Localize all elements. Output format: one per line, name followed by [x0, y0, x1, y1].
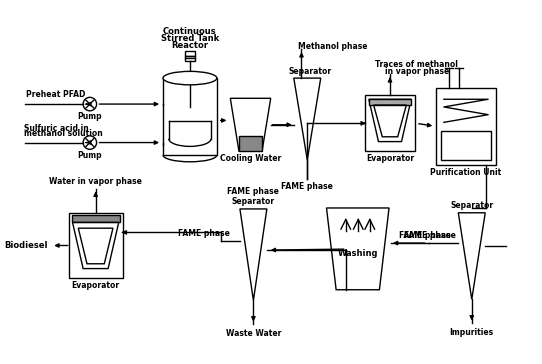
Text: FAME phase: FAME phase — [399, 231, 450, 240]
Text: FAME phase: FAME phase — [403, 231, 455, 240]
Text: Preheat PFAD: Preheat PFAD — [27, 90, 86, 99]
Bar — [441, 131, 491, 160]
Text: Purification Unit: Purification Unit — [430, 168, 502, 177]
Text: Water in vapor phase: Water in vapor phase — [49, 177, 142, 186]
Text: methanol solution: methanol solution — [24, 129, 103, 138]
Polygon shape — [369, 99, 411, 105]
Text: Biodiesel: Biodiesel — [4, 241, 48, 250]
Text: Impurities: Impurities — [450, 328, 494, 337]
Text: Stirred Tank: Stirred Tank — [161, 34, 219, 43]
Text: Methanol phase: Methanol phase — [298, 42, 367, 51]
Text: Pump: Pump — [78, 151, 102, 159]
Bar — [163, 78, 217, 155]
Bar — [436, 88, 496, 165]
Text: Separator: Separator — [450, 201, 493, 210]
Text: Pump: Pump — [78, 112, 102, 121]
Ellipse shape — [163, 71, 217, 85]
Text: Waste Water: Waste Water — [225, 329, 281, 337]
Bar — [72, 215, 120, 222]
Text: Traces of methanol: Traces of methanol — [376, 60, 459, 69]
Text: Sulfuric acid in: Sulfuric acid in — [24, 124, 89, 132]
Text: Separator: Separator — [232, 197, 275, 206]
Circle shape — [83, 97, 96, 111]
Text: Reactor: Reactor — [171, 41, 209, 50]
Text: Washing: Washing — [338, 249, 378, 258]
Circle shape — [83, 136, 96, 149]
Bar — [185, 51, 195, 56]
Text: Continuous: Continuous — [163, 27, 217, 36]
Text: FAME phase: FAME phase — [228, 187, 279, 196]
Polygon shape — [239, 136, 262, 151]
Bar — [69, 213, 122, 278]
Text: Evaporator: Evaporator — [366, 154, 414, 163]
Text: Cooling Water: Cooling Water — [220, 154, 281, 163]
Text: in vapor phase: in vapor phase — [385, 67, 449, 76]
Bar — [185, 56, 195, 61]
Text: Evaporator: Evaporator — [72, 281, 120, 290]
Bar — [365, 95, 415, 151]
Text: FAME phase: FAME phase — [178, 229, 230, 238]
Text: FAME phase: FAME phase — [281, 182, 333, 191]
Text: Separator: Separator — [289, 67, 332, 76]
